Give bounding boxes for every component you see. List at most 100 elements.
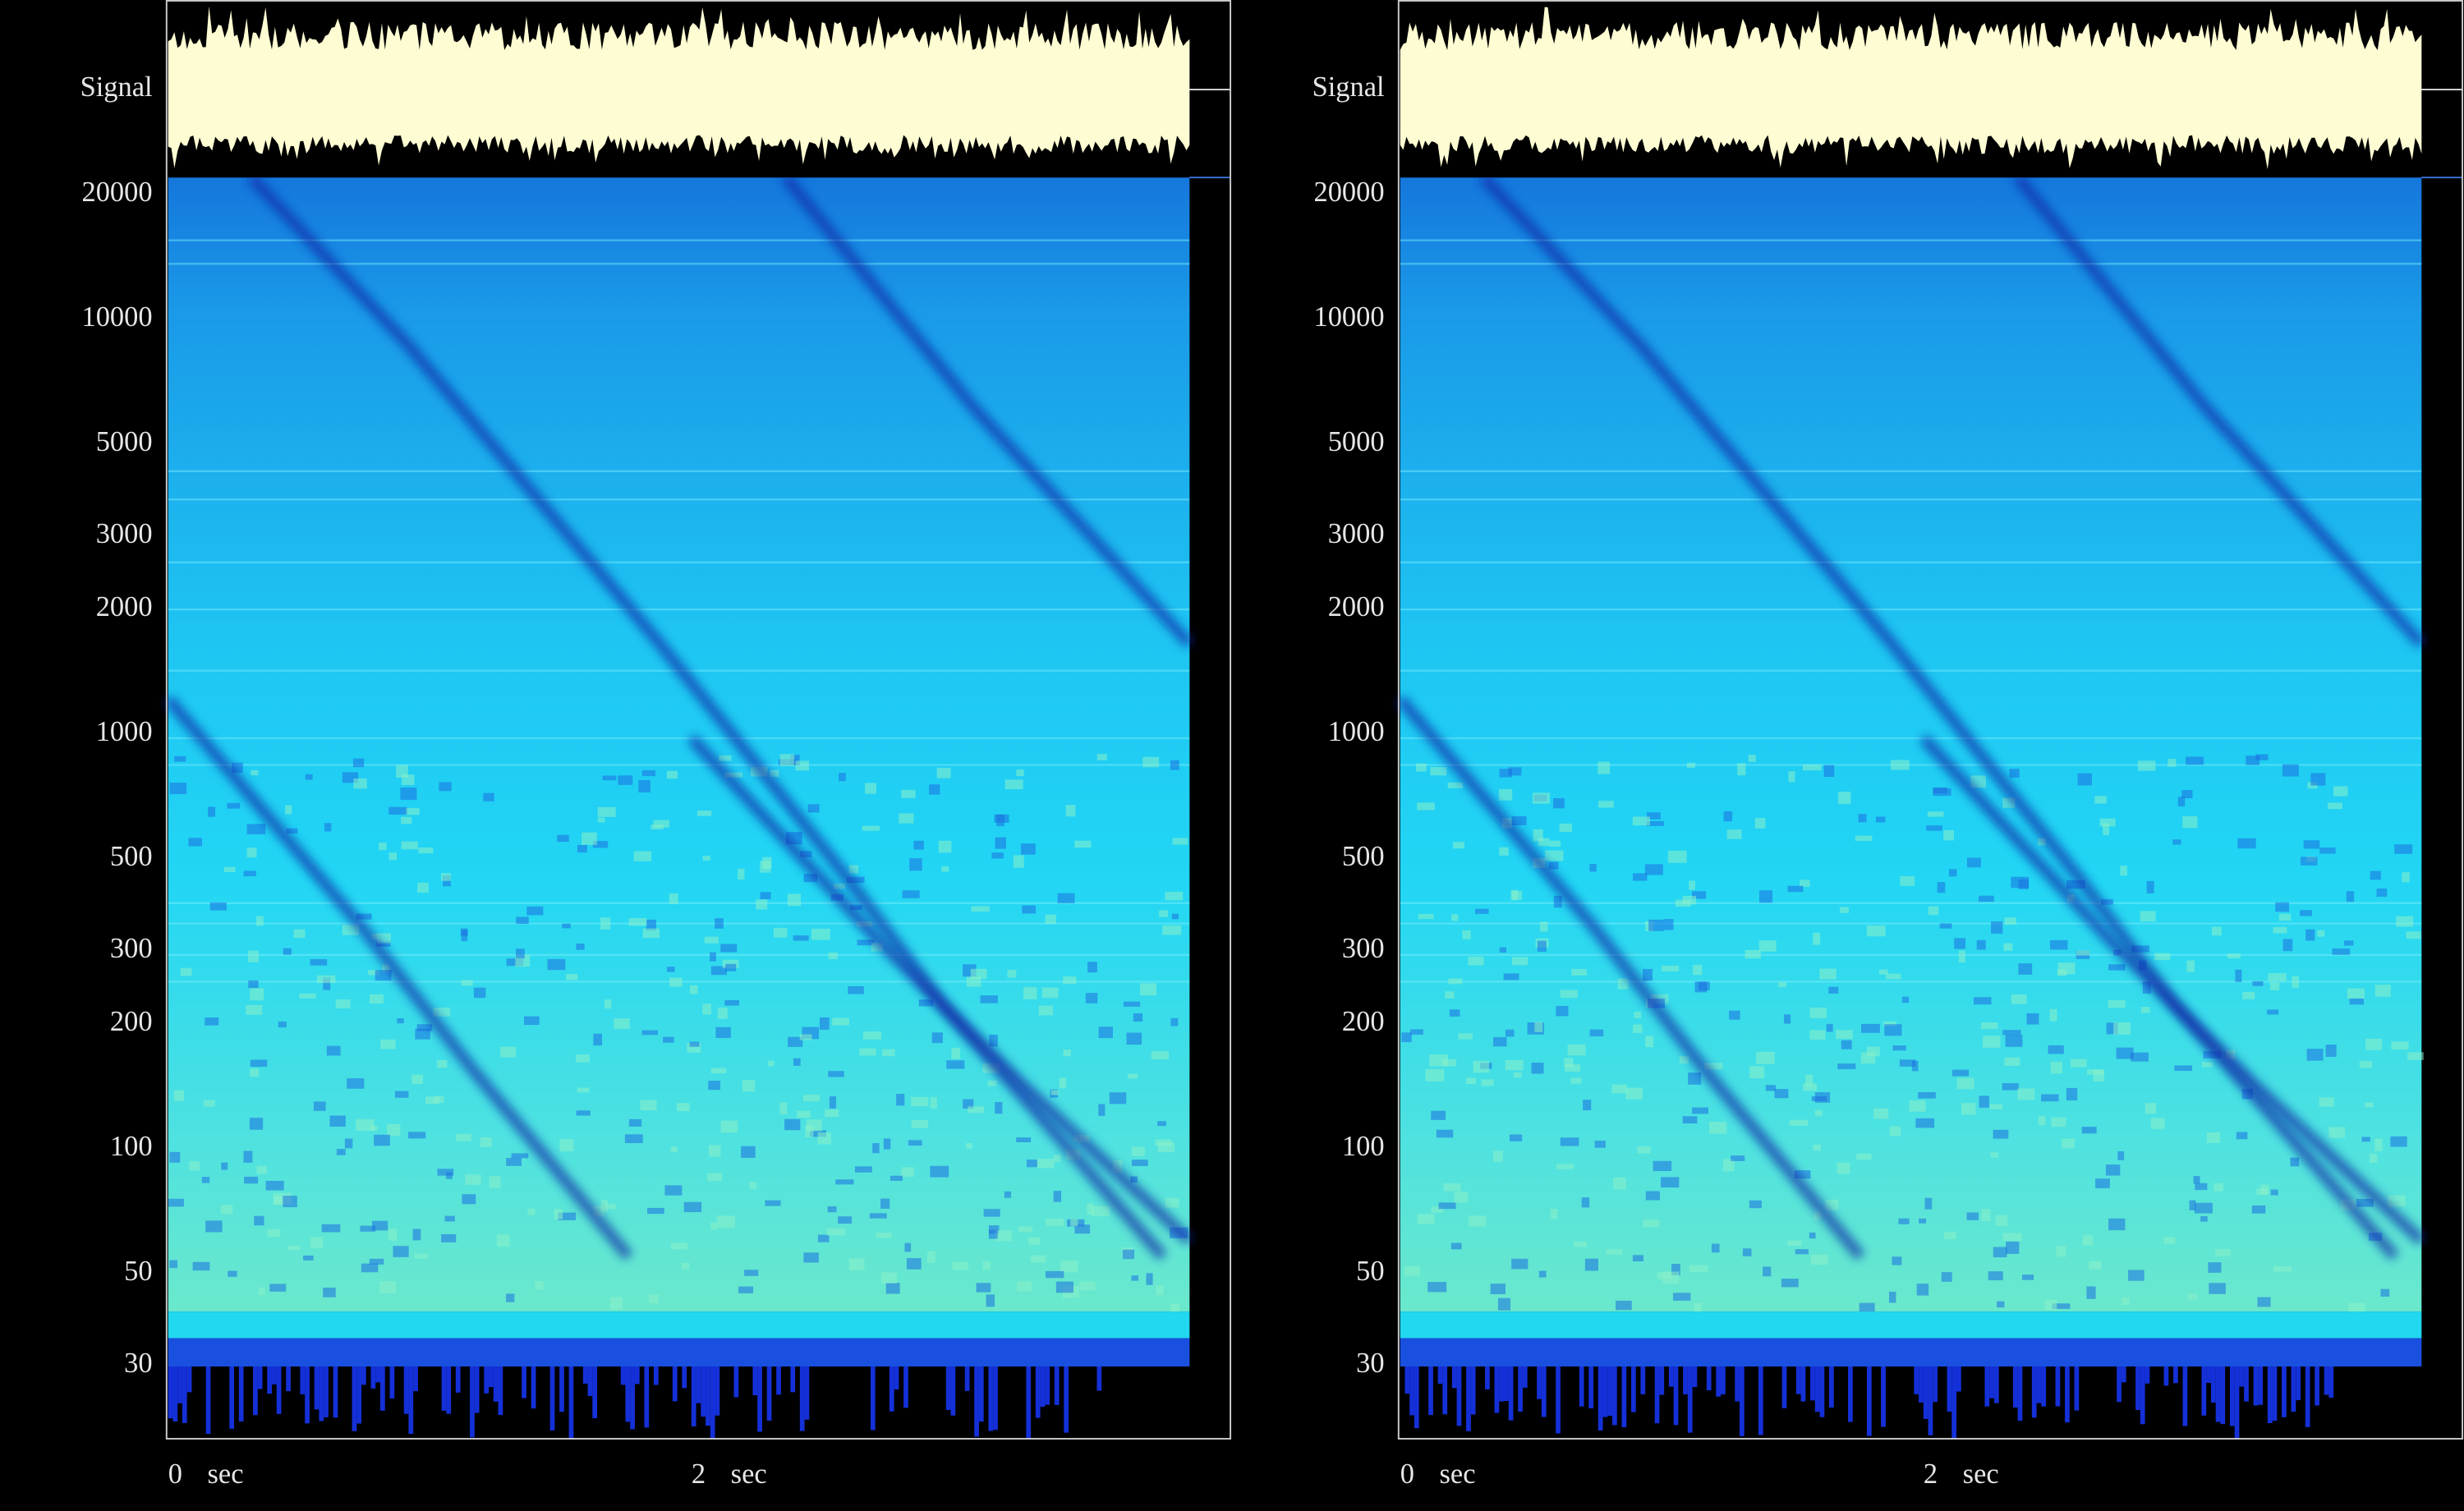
speckle (614, 1018, 630, 1029)
speckle (1022, 905, 1037, 914)
speckle (628, 918, 647, 926)
low-bar (696, 1366, 701, 1403)
speckle (1632, 873, 1648, 881)
speckle (1979, 895, 1994, 902)
speckle (938, 840, 952, 853)
speckle (2189, 1200, 2196, 1210)
speckle (1074, 840, 1092, 848)
speckle (1447, 782, 1464, 788)
speckle (1686, 762, 1695, 768)
speckle (258, 1287, 265, 1296)
speckle (618, 775, 633, 785)
chirp-sweep (1919, 734, 2425, 1245)
speckle (2374, 985, 2391, 997)
speckle (500, 1046, 517, 1058)
speckle (2369, 1153, 2378, 1163)
speckle (770, 769, 779, 777)
speckle (640, 1100, 657, 1111)
low-bar (2017, 1366, 2023, 1421)
speckle (1550, 1208, 1558, 1219)
low-bar (733, 1366, 739, 1398)
speckle (473, 987, 486, 999)
speckle (641, 770, 656, 777)
y-tick-label: 1000 (1328, 716, 1385, 747)
speckle (489, 1176, 501, 1188)
speckle (676, 1103, 690, 1112)
speckle (1809, 1030, 1826, 1040)
speckle (414, 1253, 429, 1259)
speckle (1589, 863, 1597, 872)
low-bar (2267, 1366, 2273, 1424)
speckle (930, 1165, 949, 1178)
speckle (1057, 893, 1075, 903)
speckle (1858, 814, 1867, 823)
speckle (1598, 801, 1614, 808)
speckle (2270, 981, 2280, 990)
speckle (2026, 1013, 2039, 1025)
speckle (1170, 1017, 1179, 1026)
low-bar (474, 1366, 480, 1413)
low-bar (484, 1366, 490, 1394)
speckle (2057, 962, 2076, 975)
speckle (1673, 1293, 1691, 1301)
speckle (1041, 987, 1059, 999)
speckle (1809, 1232, 1816, 1239)
speckle (1415, 763, 1427, 772)
low-bar (257, 1366, 263, 1389)
speckle (827, 1206, 837, 1213)
low-bar (1654, 1366, 1660, 1424)
speckle (664, 1185, 683, 1196)
speckle (1927, 811, 1944, 817)
speckle (1431, 1206, 1444, 1213)
speckle (444, 1215, 455, 1222)
speckle (863, 1031, 882, 1040)
speckle (1564, 1058, 1574, 1068)
low-bar (634, 1366, 640, 1385)
speckle (1643, 1219, 1660, 1228)
speckle (624, 1134, 643, 1143)
low-bar (2163, 1366, 2169, 1386)
speckle (2256, 1188, 2269, 1196)
speckle (653, 820, 670, 828)
panel: Signal2000010000500030002000100050030020… (1312, 0, 2464, 1490)
speckle (1646, 820, 1664, 826)
speckle (2142, 981, 2151, 994)
speckle (2022, 1274, 2034, 1280)
speckle (859, 1048, 876, 1056)
speckle (2187, 1293, 2198, 1300)
speckle (527, 1208, 536, 1215)
speckle (715, 1026, 731, 1038)
speckle (2370, 870, 2381, 880)
low-bar (2121, 1366, 2126, 1383)
speckle (283, 1196, 297, 1208)
panel: Signal2000010000500030002000100050030020… (80, 0, 1232, 1490)
low-bar (1951, 1366, 1957, 1439)
speckle (283, 948, 292, 955)
speckle (1030, 1255, 1046, 1263)
speckle (1765, 1085, 1777, 1091)
speckle (582, 832, 597, 845)
speckle (577, 1087, 590, 1093)
speckle (1828, 986, 1839, 994)
speckle (1451, 914, 1459, 921)
speckle (511, 1153, 529, 1159)
speckle (872, 1142, 880, 1154)
speckle (456, 1133, 471, 1141)
speckle (250, 1068, 260, 1077)
speckle (995, 837, 1006, 849)
speckle (1613, 1177, 1626, 1190)
speckle (1990, 1152, 1999, 1158)
speckle (641, 1030, 658, 1036)
y-tick-label: 20000 (82, 177, 153, 208)
speckle (1788, 771, 1795, 783)
speckle (1537, 940, 1547, 952)
speckle (577, 844, 587, 853)
low-bar (1451, 1366, 1457, 1389)
y-tick-label: 300 (110, 933, 153, 964)
speckle (593, 1033, 602, 1046)
speckle (862, 825, 880, 831)
speckle (2150, 1118, 2165, 1129)
y-tick-label: 10000 (82, 301, 153, 333)
speckle (2365, 1038, 2383, 1050)
low-bar (1735, 1366, 1740, 1402)
